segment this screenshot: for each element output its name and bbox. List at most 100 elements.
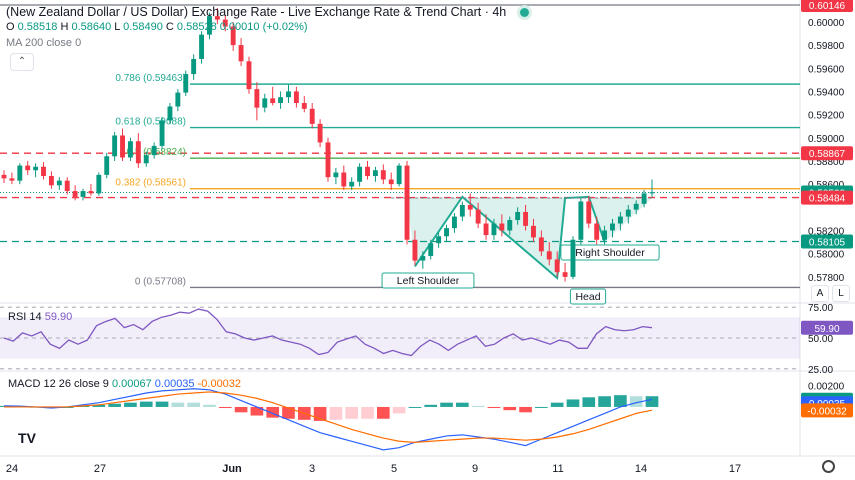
candle-body: [523, 211, 529, 226]
candle-body: [199, 34, 205, 59]
price-tick-label: 0.59000: [808, 134, 845, 145]
candle-body: [159, 120, 165, 146]
macd-histogram-bar: [171, 402, 185, 407]
candle-body: [104, 156, 110, 175]
fib-label: 0.382 (0.58561): [115, 178, 186, 189]
candle-body: [293, 91, 299, 104]
candle-body: [48, 176, 54, 186]
macd-histogram-bar: [250, 406, 264, 416]
macd-histogram-bar: [614, 395, 627, 407]
ma-legend[interactable]: MA 200 close 0: [6, 37, 82, 49]
open-label: O: [6, 21, 15, 33]
candle-body: [578, 201, 584, 240]
candle-body: [246, 61, 252, 90]
fib-label: 0.618 (0.59088): [115, 117, 186, 128]
chart-title: (New Zealand Dollar / US Dollar) Exchang…: [6, 5, 507, 19]
macd-line-value: 0.00035: [154, 378, 195, 390]
time-tick-label: 24: [6, 463, 18, 475]
fib-label: 0.786 (0.59463): [115, 73, 186, 84]
candle-body: [191, 58, 197, 75]
macd-histogram-bar: [550, 402, 564, 407]
macd-histogram-bar: [598, 396, 611, 407]
time-tick-label: 17: [729, 463, 741, 475]
price-tick-label: 0.57800: [808, 273, 845, 284]
macd-params: 12 26 close 9: [43, 378, 109, 390]
candle-body: [341, 172, 347, 187]
candle-body: [301, 103, 307, 109]
tradingview-logo[interactable]: TV: [10, 428, 44, 448]
candle-body: [222, 19, 228, 27]
candle-body: [420, 255, 426, 261]
candle-body: [491, 223, 497, 236]
price-label-box: [801, 146, 853, 161]
macd-legend[interactable]: MACD 12 26 close 9 0.00067 0.00035 -0.00…: [8, 378, 241, 390]
macd-hist-value: 0.00067: [111, 378, 152, 390]
rsi-pane: 75.00 50.00 25.00 59.90: [0, 303, 853, 376]
rsi-legend[interactable]: RSI 14 59.90: [8, 311, 72, 323]
candle-body: [33, 166, 39, 171]
time-tick-label: 27: [94, 463, 106, 475]
right-shoulder-label: Right Shoulder: [575, 247, 645, 259]
candle-body: [610, 223, 615, 231]
candle-body: [25, 165, 31, 171]
candle-body: [325, 142, 331, 178]
candle-body: [88, 191, 94, 194]
macd-histogram-bar: [629, 396, 643, 407]
candle-body: [357, 166, 363, 182]
right-shoulder-label-box: [560, 244, 660, 261]
macd-histogram-bar: [566, 399, 580, 407]
candle-body: [388, 179, 394, 185]
chevron-up-icon[interactable]: ⌃: [10, 53, 34, 71]
candle-body: [396, 165, 402, 185]
candle-body: [412, 239, 418, 261]
candle-body: [641, 193, 647, 204]
candle-body: [175, 92, 181, 107]
candle-body: [333, 172, 339, 178]
macd-histogram-bar: [92, 404, 106, 407]
candle-body: [444, 228, 449, 237]
price-tick-label: 0.59800: [808, 41, 845, 52]
candle-body: [586, 201, 592, 224]
macd-name: MACD: [8, 378, 41, 390]
candle-body: [9, 178, 15, 181]
pattern-fill: [407, 196, 652, 278]
candle-body: [286, 91, 291, 98]
macd-histogram-bar: [218, 406, 232, 409]
candle-body: [238, 45, 244, 62]
change-value: 0.00010 (+0.02%): [219, 21, 308, 33]
gear-icon[interactable]: [822, 460, 835, 473]
log-scale-button[interactable]: L: [832, 285, 850, 302]
macd-axis-value: -0.00032: [807, 406, 847, 417]
macd-histogram-bar: [408, 406, 422, 408]
candle-body: [546, 251, 552, 260]
macd-histogram-bar: [329, 406, 343, 420]
price-label: 0.60146: [809, 1, 846, 12]
candle-body: [72, 191, 78, 197]
candle-body: [436, 236, 442, 244]
time-tick-label: Jun: [222, 463, 242, 475]
macd-histogram-bar: [266, 406, 280, 418]
candle-body: [317, 123, 323, 143]
head-label-box: [569, 288, 607, 305]
high-label: H: [60, 21, 69, 33]
candle-body: [278, 97, 284, 104]
time-tick-label: 5: [391, 463, 397, 475]
macd-histogram-bar: [124, 402, 137, 407]
macd-histogram-bar: [582, 397, 596, 407]
candle-body: [531, 225, 536, 238]
candle-body: [143, 155, 149, 164]
candle-body: [96, 174, 102, 194]
auto-scale-button[interactable]: A: [811, 285, 829, 302]
price-tick-label: 0.59200: [808, 111, 845, 122]
price-label: 0.58484: [809, 194, 846, 205]
head-shoulders-pattern: Left Shoulder Head Right Shoulder: [381, 195, 660, 305]
candle-body: [594, 223, 600, 240]
macd-histogram-bar: [345, 406, 359, 419]
time-axis: 24 27 Jun 3 5 9 11 14 17: [6, 463, 741, 475]
candle-body: [309, 108, 315, 124]
low-label: L: [114, 21, 121, 33]
macd-histogram-bar: [361, 406, 374, 419]
candle-body: [475, 209, 481, 224]
